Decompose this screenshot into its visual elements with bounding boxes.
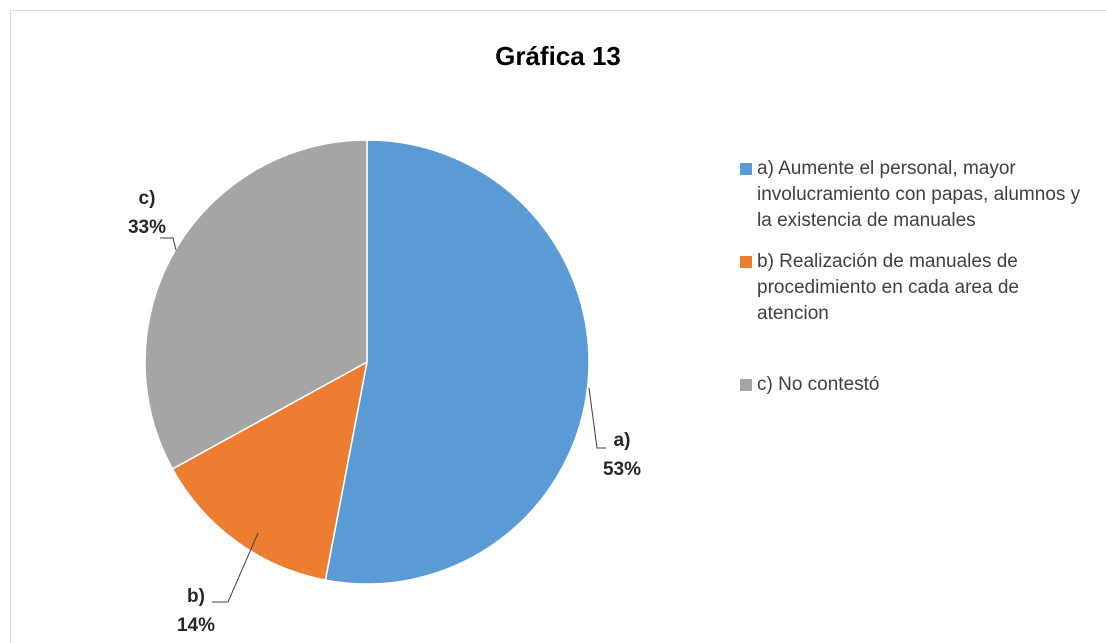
data-label-name: c) [139,188,156,209]
legend-item: b) Realización de manuales de procedimie… [740,249,1096,327]
data-label: 14% [177,615,215,636]
legend-label: c) No contestó [757,374,880,395]
legend-swatch [740,256,752,268]
data-label-name: a) [614,430,631,451]
legend: a) Aumente el personal, mayor involucram… [740,156,1096,413]
pie-slice [324,139,590,585]
leader-line [160,237,177,251]
legend-swatch [740,163,752,175]
legend-item: a) Aumente el personal, mayor involucram… [740,156,1096,234]
leader-line [212,532,259,603]
leader-line [588,387,606,449]
data-label: 33% [128,217,166,238]
legend-label: b) Realización de manuales de procedimie… [757,251,1019,324]
legend-item: c) No contestó [740,372,1096,398]
data-label-name: b) [187,586,205,607]
legend-label: a) Aumente el personal, mayor involucram… [757,158,1081,231]
data-label: 53% [603,459,641,480]
pie-slice [171,360,369,581]
legend-swatch [740,379,752,391]
chart-border [10,10,1106,643]
chart-title: Gráfica 13 [495,41,621,71]
